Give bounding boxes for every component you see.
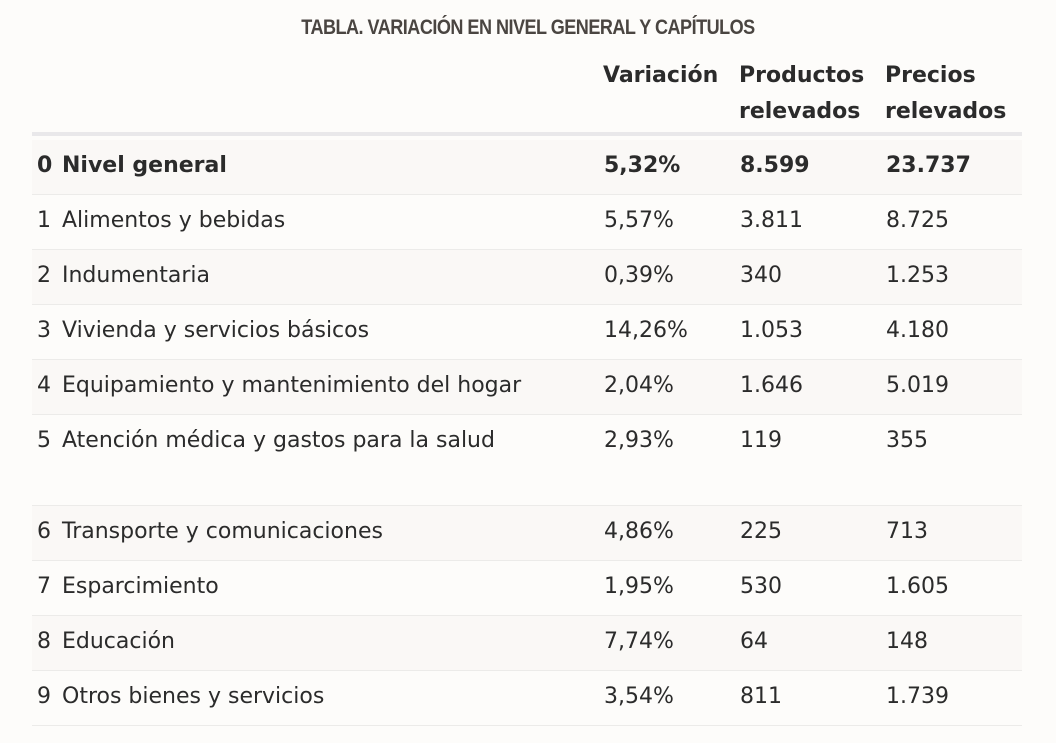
row-number: 6 bbox=[37, 519, 51, 544]
table-row: 1 Alimentos y bebidas 5,57% 3.811 8.725 bbox=[32, 195, 1022, 250]
table-row: 7 Esparcimiento 1,95% 530 1.605 bbox=[32, 561, 1022, 616]
table-row: 3 Vivienda y servicios básicos 14,26% 1.… bbox=[32, 305, 1022, 360]
table-row-nivel-general: 0 Nivel general 5,32% 8.599 23.737 bbox=[32, 140, 1022, 195]
row-name: Equipamiento y mantenimiento del hogar bbox=[62, 373, 522, 398]
row-number: 1 bbox=[37, 208, 51, 233]
row-variacion: 1,95% bbox=[604, 574, 674, 599]
row-productos: 3.811 bbox=[740, 208, 803, 233]
row-number: 7 bbox=[37, 574, 51, 599]
row-precios: 148 bbox=[886, 629, 928, 654]
table-row: 9 Otros bienes y servicios 3,54% 811 1.7… bbox=[32, 671, 1022, 726]
row-variacion: 0,39% bbox=[604, 263, 674, 288]
row-number: 8 bbox=[37, 629, 51, 654]
row-precios: 1.605 bbox=[886, 574, 949, 599]
row-number: 0 bbox=[37, 153, 53, 178]
column-header-productos: Productos relevados bbox=[739, 63, 865, 124]
table-row: 5 Atención médica y gastos para la salud… bbox=[32, 415, 1022, 506]
data-table: 0 Nivel general 5,32% 8.599 23.737 1 Ali… bbox=[32, 140, 1022, 726]
row-productos: 119 bbox=[740, 428, 782, 453]
row-precios: 355 bbox=[886, 428, 928, 453]
row-variacion: 5,57% bbox=[604, 208, 674, 233]
row-name: Educación bbox=[62, 629, 175, 654]
column-header-variacion: Variación bbox=[603, 63, 719, 88]
row-variacion: 4,86% bbox=[604, 519, 674, 544]
row-number: 3 bbox=[37, 318, 51, 343]
row-name: Otros bienes y servicios bbox=[62, 684, 325, 709]
row-name: Indumentaria bbox=[62, 263, 210, 288]
row-precios: 1.739 bbox=[886, 684, 949, 709]
row-precios: 5.019 bbox=[886, 373, 949, 398]
row-productos: 530 bbox=[740, 574, 782, 599]
table-row: 4 Equipamiento y mantenimiento del hogar… bbox=[32, 360, 1022, 415]
row-precios: 4.180 bbox=[886, 318, 949, 343]
row-variacion: 7,74% bbox=[604, 629, 674, 654]
row-productos: 64 bbox=[740, 629, 768, 654]
row-name: Esparcimiento bbox=[62, 574, 219, 599]
table-row: 8 Educación 7,74% 64 148 bbox=[32, 616, 1022, 671]
row-productos: 8.599 bbox=[740, 153, 810, 178]
row-number: 5 bbox=[37, 428, 51, 453]
row-name: Atención médica y gastos para la salud bbox=[62, 428, 495, 453]
row-name: Vivienda y servicios básicos bbox=[62, 318, 370, 343]
row-name: Nivel general bbox=[62, 153, 227, 178]
row-productos: 340 bbox=[740, 263, 782, 288]
table-row: 2 Indumentaria 0,39% 340 1.253 bbox=[32, 250, 1022, 305]
row-productos: 1.053 bbox=[740, 318, 803, 343]
column-header-precios: Precios relevados bbox=[885, 63, 1007, 124]
row-productos: 225 bbox=[740, 519, 782, 544]
row-name: Alimentos y bebidas bbox=[62, 208, 286, 233]
row-variacion: 3,54% bbox=[604, 684, 674, 709]
table-header: Variación Productos relevados Precios re… bbox=[32, 58, 1022, 136]
row-productos: 811 bbox=[740, 684, 782, 709]
table-row: 6 Transporte y comunicaciones 4,86% 225 … bbox=[32, 506, 1022, 561]
row-name: Transporte y comunicaciones bbox=[62, 519, 383, 544]
row-variacion: 2,93% bbox=[604, 428, 674, 453]
row-number: 4 bbox=[37, 373, 51, 398]
table-title: TABLA. VARIACIÓN EN NIVEL GENERAL Y CAPÍ… bbox=[301, 16, 755, 39]
row-productos: 1.646 bbox=[740, 373, 803, 398]
row-variacion: 5,32% bbox=[604, 153, 681, 178]
row-precios: 713 bbox=[886, 519, 928, 544]
row-number: 2 bbox=[37, 263, 51, 288]
row-precios: 8.725 bbox=[886, 208, 949, 233]
row-precios: 23.737 bbox=[886, 153, 971, 178]
row-variacion: 2,04% bbox=[604, 373, 674, 398]
row-variacion: 14,26% bbox=[604, 318, 688, 343]
row-precios: 1.253 bbox=[886, 263, 949, 288]
row-number: 9 bbox=[37, 684, 51, 709]
